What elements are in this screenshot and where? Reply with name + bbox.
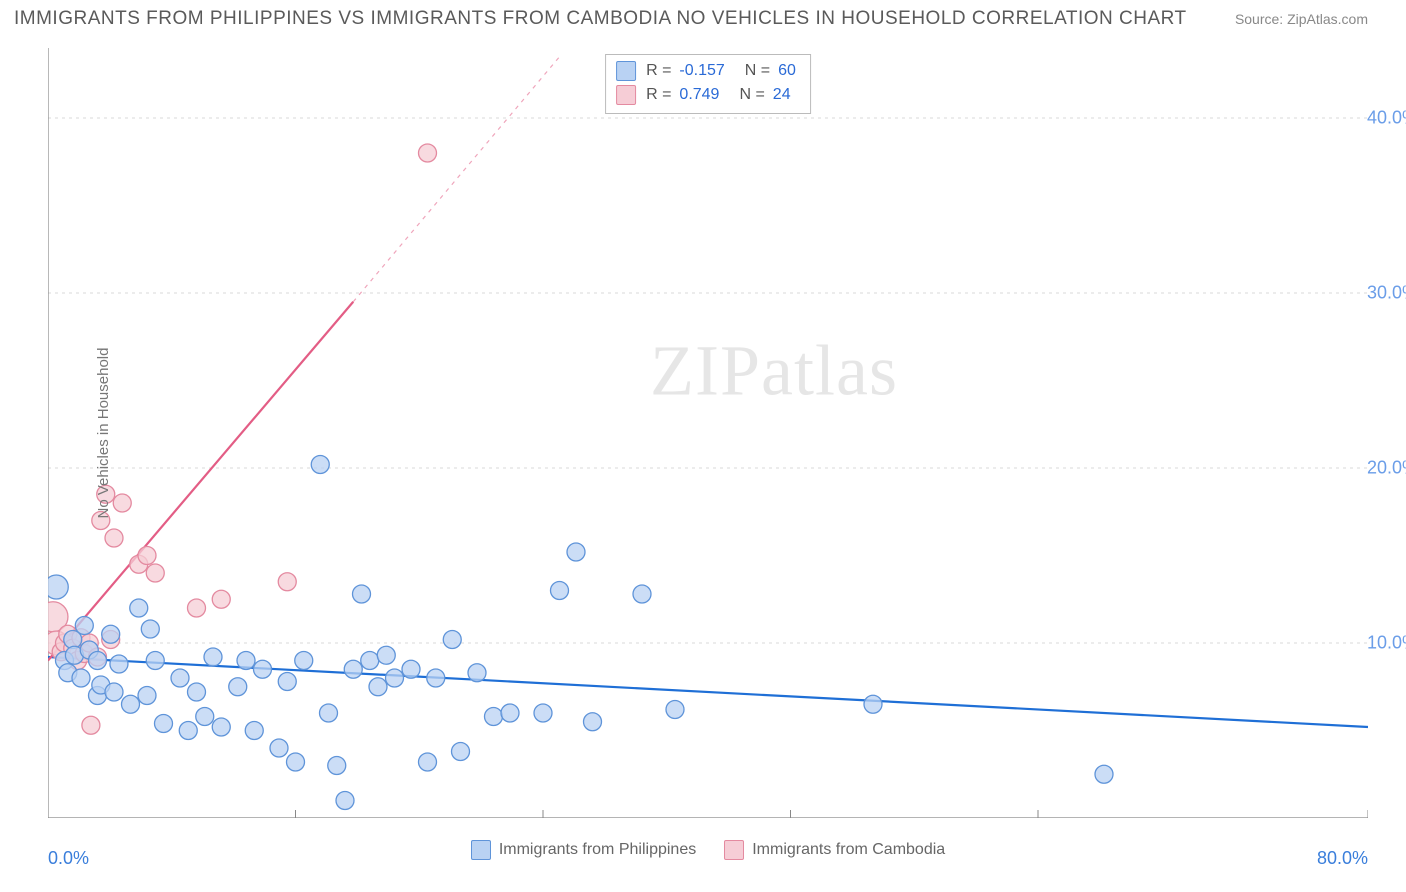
source-attribution: Source: ZipAtlas.com <box>1235 11 1368 27</box>
r-value: -0.157 <box>679 59 724 83</box>
n-value: 60 <box>778 59 796 83</box>
legend-swatch <box>724 840 744 860</box>
series-legend: Immigrants from Philippines Immigrants fr… <box>48 840 1368 860</box>
legend-swatch <box>616 85 636 105</box>
r-value: 0.749 <box>679 83 719 107</box>
legend-label: Immigrants from Cambodia <box>752 841 945 859</box>
chart-title: IMMIGRANTS FROM PHILIPPINES VS IMMIGRANT… <box>14 8 1187 30</box>
legend-swatch <box>616 61 636 81</box>
n-label: N = <box>745 59 770 83</box>
y-tick-label: 30.0% <box>1367 283 1406 304</box>
n-value: 24 <box>773 83 791 107</box>
r-label: R = <box>646 83 671 107</box>
y-tick-label: 20.0% <box>1367 458 1406 479</box>
legend-item: Immigrants from Cambodia <box>724 840 945 860</box>
correlation-stats-legend: R = -0.157 N = 60 R = 0.749 N = 24 <box>605 54 811 114</box>
title-bar: IMMIGRANTS FROM PHILIPPINES VS IMMIGRANT… <box>0 0 1406 38</box>
y-tick-label: 40.0% <box>1367 108 1406 129</box>
y-tick-label: 10.0% <box>1367 633 1406 654</box>
scatter-plot-svg <box>48 48 1368 818</box>
stats-row: R = 0.749 N = 24 <box>616 83 796 107</box>
chart-area: No Vehicles in Household ZIPatlas R = -0… <box>48 48 1368 818</box>
legend-swatch <box>471 840 491 860</box>
stats-row: R = -0.157 N = 60 <box>616 59 796 83</box>
legend-item: Immigrants from Philippines <box>471 840 696 860</box>
r-label: R = <box>646 59 671 83</box>
n-label: N = <box>739 83 764 107</box>
y-axis-label: No Vehicles in Household <box>95 348 112 519</box>
legend-label: Immigrants from Philippines <box>499 841 696 859</box>
